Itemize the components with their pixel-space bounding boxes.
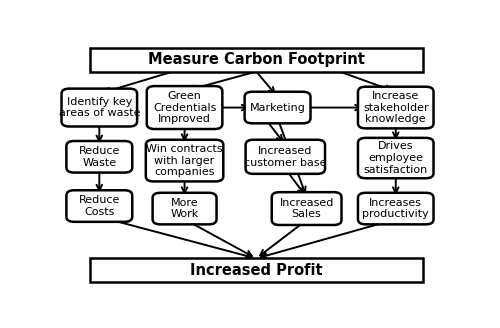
Text: Reduce
Costs: Reduce Costs <box>78 195 120 217</box>
FancyBboxPatch shape <box>246 140 325 174</box>
Text: Increased
customer base: Increased customer base <box>244 146 326 168</box>
FancyBboxPatch shape <box>90 258 423 282</box>
FancyBboxPatch shape <box>66 190 132 222</box>
FancyBboxPatch shape <box>90 48 423 72</box>
Text: Green
Credentials
Improved: Green Credentials Improved <box>153 91 216 124</box>
FancyBboxPatch shape <box>244 92 310 123</box>
Text: Increases
productivity: Increases productivity <box>362 198 429 219</box>
FancyBboxPatch shape <box>358 138 434 178</box>
FancyBboxPatch shape <box>358 193 434 224</box>
Text: More
Work: More Work <box>170 198 198 219</box>
FancyBboxPatch shape <box>358 87 434 128</box>
Text: Increase
stakeholder
knowledge: Increase stakeholder knowledge <box>363 91 428 124</box>
Text: Measure Carbon Footprint: Measure Carbon Footprint <box>148 52 364 67</box>
FancyBboxPatch shape <box>62 89 137 127</box>
FancyBboxPatch shape <box>152 193 216 224</box>
FancyBboxPatch shape <box>272 192 342 225</box>
Text: Marketing: Marketing <box>250 103 306 113</box>
Text: Reduce
Waste: Reduce Waste <box>78 146 120 168</box>
Text: Drives
employee
satisfaction: Drives employee satisfaction <box>364 141 428 175</box>
FancyBboxPatch shape <box>147 86 222 129</box>
Text: Increased Profit: Increased Profit <box>190 263 322 278</box>
Text: Identify key
areas of waste: Identify key areas of waste <box>58 97 140 118</box>
FancyBboxPatch shape <box>66 141 132 173</box>
Text: Win contracts
with larger
companies: Win contracts with larger companies <box>146 144 223 177</box>
Text: Increased
Sales: Increased Sales <box>280 198 334 219</box>
FancyBboxPatch shape <box>146 140 224 181</box>
